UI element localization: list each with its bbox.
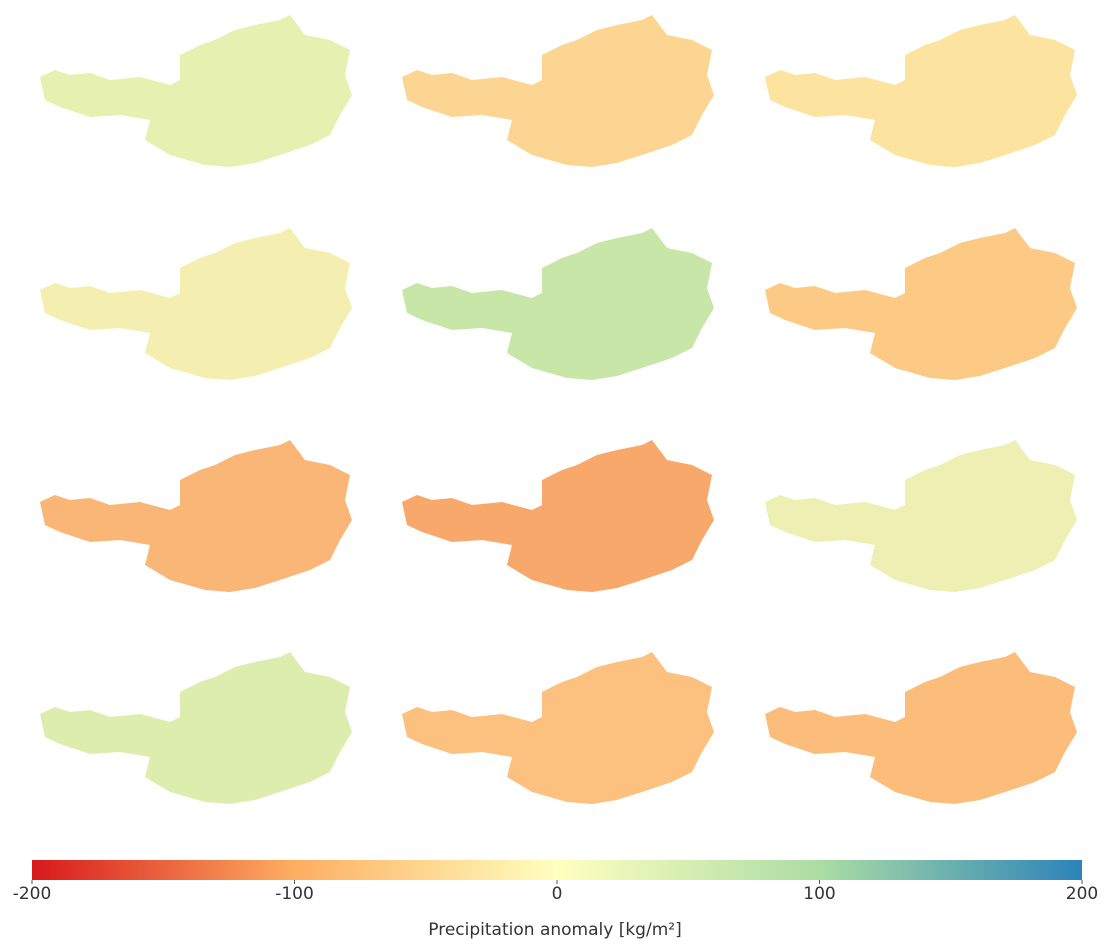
map-panel bbox=[765, 652, 1077, 804]
colorbar-tick-label: -200 bbox=[13, 884, 52, 904]
map-panel bbox=[765, 228, 1077, 380]
colorbar-label: Precipitation anomaly [kg/m²] bbox=[428, 920, 681, 940]
map-panel bbox=[40, 652, 352, 804]
colorbar-tick-label: -100 bbox=[275, 884, 314, 904]
map-panel bbox=[765, 440, 1077, 592]
map-panel bbox=[40, 15, 352, 167]
map-panel bbox=[40, 228, 352, 380]
map-panel bbox=[402, 652, 714, 804]
colorbar bbox=[32, 860, 1082, 880]
map-panel bbox=[765, 15, 1077, 167]
map-panel bbox=[40, 440, 352, 592]
map-panel bbox=[402, 440, 714, 592]
colorbar-tick-label: 0 bbox=[552, 884, 563, 904]
map-panel bbox=[402, 15, 714, 167]
map-panel bbox=[402, 228, 714, 380]
map-grid bbox=[40, 15, 1077, 804]
colorbar-tick-label: 100 bbox=[803, 884, 835, 904]
colorbar-tick-label: 200 bbox=[1066, 884, 1098, 904]
